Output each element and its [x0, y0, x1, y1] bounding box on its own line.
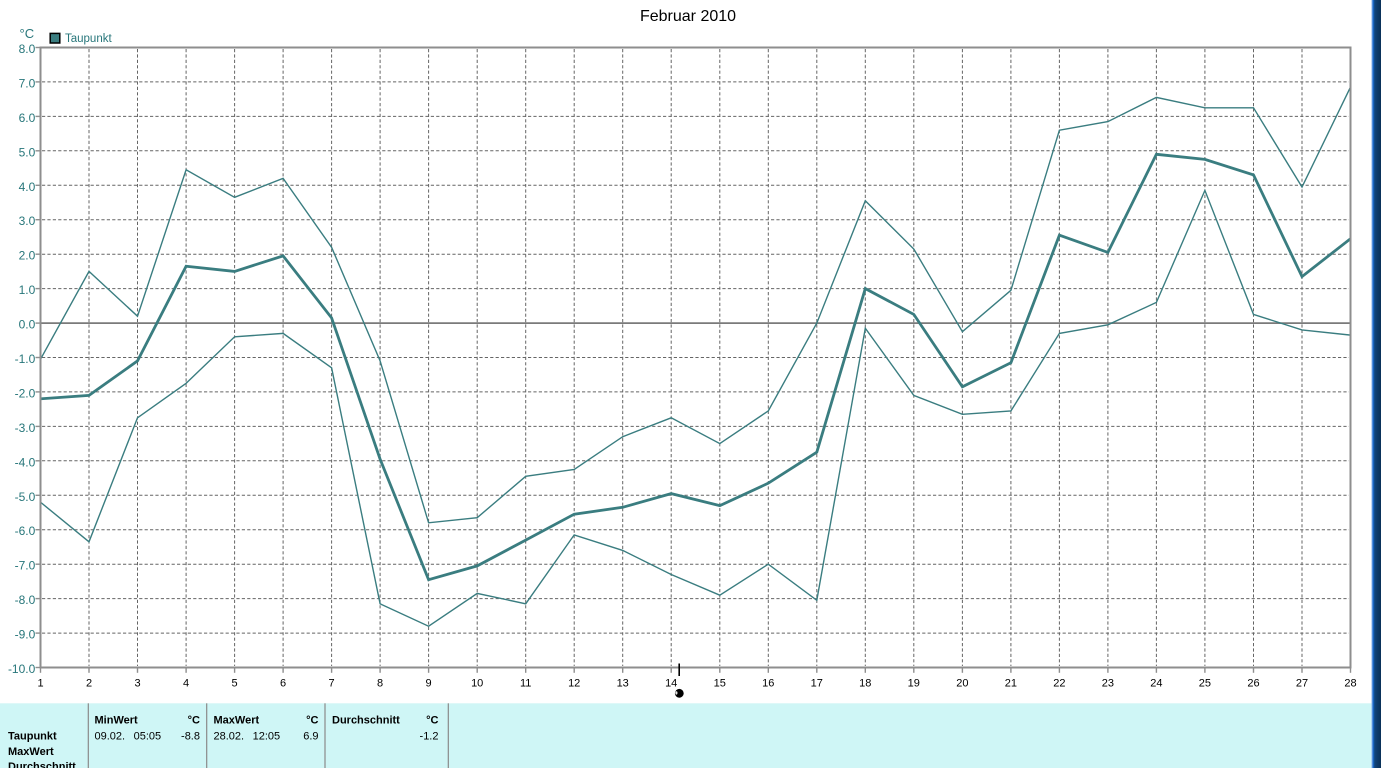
svg-text:21: 21 — [1005, 678, 1017, 690]
svg-text:Taupunkt: Taupunkt — [65, 33, 112, 45]
svg-text:4: 4 — [183, 678, 189, 690]
svg-text:MaxWert: MaxWert — [8, 746, 54, 758]
svg-text:Durchschnitt: Durchschnitt — [332, 715, 400, 727]
svg-text:4.0: 4.0 — [19, 180, 36, 194]
svg-text:10: 10 — [471, 678, 483, 690]
svg-text:1.0: 1.0 — [19, 283, 36, 297]
svg-text:Durchschnitt: Durchschnitt — [8, 761, 76, 768]
svg-text:27: 27 — [1296, 678, 1308, 690]
svg-text:°C: °C — [426, 715, 438, 727]
svg-text:°C: °C — [188, 715, 200, 727]
svg-text:-9.0: -9.0 — [15, 628, 36, 642]
svg-text:24: 24 — [1150, 678, 1162, 690]
svg-text:-4.0: -4.0 — [15, 455, 36, 469]
svg-text:25: 25 — [1199, 678, 1211, 690]
svg-text:26: 26 — [1247, 678, 1259, 690]
svg-text:7: 7 — [329, 678, 335, 690]
svg-text:09.02. 05:05: 09.02. 05:05 — [95, 731, 162, 743]
svg-text:Februar 2010: Februar 2010 — [640, 8, 736, 25]
svg-text:-2.0: -2.0 — [15, 386, 36, 400]
svg-text:28.02. 12:05: 28.02. 12:05 — [214, 731, 281, 743]
svg-text:°C: °C — [20, 26, 35, 41]
svg-text:19: 19 — [908, 678, 920, 690]
svg-text:-1.2: -1.2 — [420, 731, 439, 743]
svg-text:Taupunkt: Taupunkt — [8, 731, 57, 743]
svg-text:3.0: 3.0 — [19, 214, 36, 228]
svg-text:5: 5 — [232, 678, 238, 690]
svg-text:18: 18 — [859, 678, 871, 690]
svg-text:28: 28 — [1344, 678, 1356, 690]
svg-text:°C: °C — [306, 715, 318, 727]
svg-text:13: 13 — [617, 678, 629, 690]
svg-text:6.0: 6.0 — [19, 111, 36, 125]
svg-text:-8.0: -8.0 — [15, 593, 36, 607]
svg-text:0.0: 0.0 — [19, 318, 36, 332]
svg-text:9: 9 — [426, 678, 432, 690]
svg-text:22: 22 — [1053, 678, 1065, 690]
svg-text:8.0: 8.0 — [19, 42, 36, 56]
svg-text:2.0: 2.0 — [19, 249, 36, 263]
svg-text:15: 15 — [714, 678, 726, 690]
svg-text:16: 16 — [762, 678, 774, 690]
svg-text:3: 3 — [134, 678, 140, 690]
svg-text:MaxWert: MaxWert — [214, 715, 260, 727]
svg-text:-10.0: -10.0 — [8, 662, 36, 676]
svg-text:-8.8: -8.8 — [181, 731, 200, 743]
svg-text:14: 14 — [665, 678, 677, 690]
svg-text:20: 20 — [956, 678, 968, 690]
svg-text:-5.0: -5.0 — [15, 490, 36, 504]
svg-text:6: 6 — [280, 678, 286, 690]
svg-text:11: 11 — [520, 678, 531, 690]
svg-text:2: 2 — [86, 678, 92, 690]
svg-text:-3.0: -3.0 — [15, 421, 36, 435]
svg-text:5.0: 5.0 — [19, 145, 36, 159]
svg-text:17: 17 — [811, 678, 823, 690]
svg-text:7.0: 7.0 — [19, 76, 36, 90]
svg-text:23: 23 — [1102, 678, 1114, 690]
svg-text:6.9: 6.9 — [303, 731, 318, 743]
svg-text:-6.0: -6.0 — [15, 524, 36, 538]
svg-text:1: 1 — [37, 678, 43, 690]
svg-text:-1.0: -1.0 — [15, 352, 36, 366]
svg-text:8: 8 — [377, 678, 383, 690]
svg-text:MinWert: MinWert — [95, 715, 139, 727]
svg-text:-7.0: -7.0 — [15, 559, 36, 573]
svg-text:12: 12 — [568, 678, 580, 690]
